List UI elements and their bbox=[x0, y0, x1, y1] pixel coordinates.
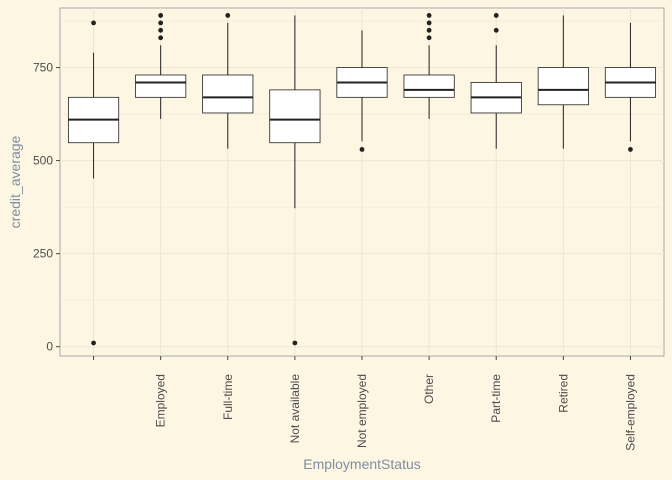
box-not-employed bbox=[336, 30, 388, 152]
box-iqr bbox=[135, 74, 187, 98]
x-tick-label: Other bbox=[422, 374, 436, 404]
box-employed bbox=[135, 13, 187, 119]
box-series bbox=[67, 13, 657, 346]
x-tick-label: Not employed bbox=[355, 374, 369, 448]
outlier-point bbox=[91, 340, 96, 346]
outlier-point bbox=[628, 147, 633, 152]
y-axis-title: credit_average bbox=[7, 135, 23, 228]
box-iqr bbox=[403, 74, 455, 98]
x-axis: Employed Full-time Not available Not employ… bbox=[93, 356, 637, 451]
outlier-point bbox=[292, 340, 298, 346]
x-axis-title: EmploymentStatus bbox=[303, 456, 421, 472]
outlier-point bbox=[493, 27, 499, 33]
x-tick-label: Not available bbox=[288, 374, 302, 444]
box-self-employed bbox=[604, 22, 657, 152]
box-iqr bbox=[269, 89, 321, 144]
outlier-point bbox=[493, 13, 499, 18]
x-tick-label: Part-time bbox=[489, 374, 503, 423]
outlier-point bbox=[426, 20, 432, 26]
box-other bbox=[403, 13, 455, 119]
box-full-time bbox=[202, 13, 254, 149]
x-tick-label: Retired bbox=[556, 374, 570, 413]
outlier-point bbox=[426, 13, 432, 18]
box-not-available bbox=[269, 15, 321, 346]
outlier-point bbox=[426, 27, 432, 33]
outlier-point bbox=[359, 147, 365, 152]
outlier-point bbox=[158, 35, 164, 41]
y-tick-label: 250 bbox=[33, 247, 53, 261]
box-iqr bbox=[202, 74, 254, 114]
outlier-point bbox=[158, 13, 164, 18]
outlier-point bbox=[158, 27, 164, 33]
box-part-time bbox=[470, 13, 522, 149]
outlier-point bbox=[426, 35, 432, 41]
box-blank bbox=[67, 20, 120, 346]
box-retired bbox=[537, 15, 589, 149]
outlier-point bbox=[158, 20, 164, 26]
box-iqr bbox=[537, 67, 589, 106]
y-tick-label: 0 bbox=[46, 340, 53, 354]
outlier-point bbox=[225, 13, 231, 18]
y-axis: 0 250 500 750 bbox=[33, 61, 60, 354]
y-tick-label: 500 bbox=[33, 154, 53, 168]
y-tick-label: 750 bbox=[33, 61, 53, 75]
outlier-point bbox=[91, 20, 96, 26]
x-tick-label: Self-employed bbox=[623, 374, 637, 451]
x-tick-label: Employed bbox=[154, 374, 168, 427]
x-tick-label: Full-time bbox=[221, 374, 235, 420]
